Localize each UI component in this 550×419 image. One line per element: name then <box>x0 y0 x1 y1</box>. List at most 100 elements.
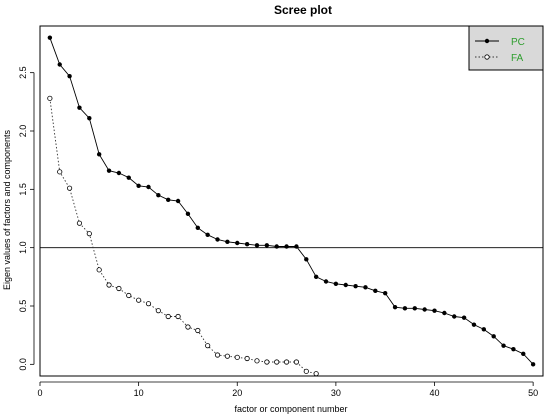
legend-marker-pc <box>484 38 490 44</box>
series-line-fa <box>49 98 317 375</box>
data-point-pc <box>166 197 171 203</box>
data-point-fa <box>57 169 63 175</box>
x-tick-label: 30 <box>331 388 341 398</box>
data-point-fa <box>175 313 181 320</box>
data-point-fa <box>264 359 270 365</box>
chart-title: Scree plot <box>274 3 332 17</box>
y-tick-label: 1.5 <box>18 183 28 196</box>
data-point-fa <box>145 301 152 307</box>
data-point-pc <box>215 237 220 242</box>
data-point-fa <box>274 359 280 365</box>
data-point-pc <box>471 322 477 327</box>
data-point-pc <box>333 281 339 287</box>
plot-frame <box>39 25 544 377</box>
y-axis-label: Eigen values of factors and components <box>2 129 12 290</box>
series-layer <box>47 35 536 377</box>
data-point-fa <box>224 353 230 359</box>
data-point-pc <box>254 243 260 248</box>
data-point-pc <box>382 290 388 296</box>
data-point-fa <box>47 95 53 101</box>
data-point-fa <box>303 368 309 374</box>
y-tick-label: 2.0 <box>18 125 28 138</box>
data-point-pc <box>235 240 240 246</box>
data-point-pc <box>481 327 487 332</box>
x-tick-label: 0 <box>37 388 42 398</box>
data-point-fa <box>106 282 112 288</box>
data-point-fa <box>195 327 201 334</box>
data-point-pc <box>412 306 417 311</box>
data-point-pc <box>126 175 131 180</box>
data-point-pc <box>284 244 289 249</box>
data-point-fa <box>126 292 132 299</box>
data-point-pc <box>373 288 378 294</box>
data-point-fa <box>136 297 142 303</box>
axes-layer: 0 10 20 30 40 50 0.0 0.5 1.0 1.5 2.0 2.5 <box>18 66 538 398</box>
data-point-pc <box>175 198 181 204</box>
data-point-fa <box>205 343 211 349</box>
y-tick-label: 0.5 <box>18 300 28 313</box>
y-tick-label: 0.0 <box>18 358 28 371</box>
data-point-pc <box>136 183 141 189</box>
data-point-pc <box>353 283 358 289</box>
data-point-fa <box>185 324 191 330</box>
data-point-pc <box>87 115 92 121</box>
data-point-pc <box>501 343 506 348</box>
data-point-pc <box>363 285 368 290</box>
data-point-fa <box>244 355 250 362</box>
data-point-fa <box>96 267 102 273</box>
data-point-pc <box>313 274 319 280</box>
data-point-pc <box>205 232 210 238</box>
data-point-pc <box>116 170 122 176</box>
data-point-pc <box>442 310 447 316</box>
data-point-pc <box>422 307 427 312</box>
data-point-fa <box>116 285 122 292</box>
data-point-pc <box>195 225 201 231</box>
legend-box <box>468 25 544 71</box>
data-point-pc <box>106 168 112 173</box>
data-point-pc <box>402 306 408 311</box>
data-point-fa <box>254 358 260 364</box>
data-point-pc <box>304 257 309 262</box>
data-point-pc <box>323 279 329 284</box>
data-point-fa <box>313 371 319 377</box>
data-point-pc <box>47 35 53 40</box>
data-point-pc <box>244 241 250 247</box>
data-point-fa <box>86 231 92 237</box>
data-point-pc <box>146 184 151 190</box>
x-tick-label: 10 <box>134 388 144 398</box>
data-point-fa <box>293 359 300 365</box>
x-axis-label: factor or component number <box>234 404 347 414</box>
data-point-pc <box>185 211 191 217</box>
data-point-pc <box>491 334 496 339</box>
data-point-pc <box>461 315 467 320</box>
legend-marker-fa <box>484 54 490 60</box>
data-point-pc <box>96 152 102 157</box>
x-tick-label: 40 <box>430 388 440 398</box>
data-point-pc <box>521 351 526 357</box>
data-point-pc <box>511 346 516 352</box>
data-point-pc <box>530 362 536 367</box>
data-point-pc <box>432 308 437 313</box>
data-point-pc <box>452 314 457 319</box>
data-point-pc <box>343 282 348 288</box>
x-tick-label: 20 <box>232 388 242 398</box>
data-point-pc <box>294 244 299 249</box>
data-point-pc <box>225 239 230 245</box>
data-point-fa <box>76 220 83 226</box>
data-point-fa <box>283 359 290 365</box>
x-tick-label: 50 <box>528 388 538 398</box>
series-line-pc <box>49 37 534 365</box>
data-point-fa <box>155 308 161 314</box>
data-point-fa <box>234 354 240 360</box>
legend-label-fa: FA <box>511 53 524 64</box>
data-point-pc <box>57 62 62 67</box>
data-point-fa <box>66 185 73 191</box>
y-tick-label: 2.5 <box>18 66 28 79</box>
legend-label-pc: PC <box>511 37 525 48</box>
data-point-fa <box>214 352 221 358</box>
data-point-pc <box>67 73 72 79</box>
data-point-fa <box>165 313 171 320</box>
data-point-pc <box>264 243 270 248</box>
y-tick-label: 1.0 <box>18 241 28 254</box>
